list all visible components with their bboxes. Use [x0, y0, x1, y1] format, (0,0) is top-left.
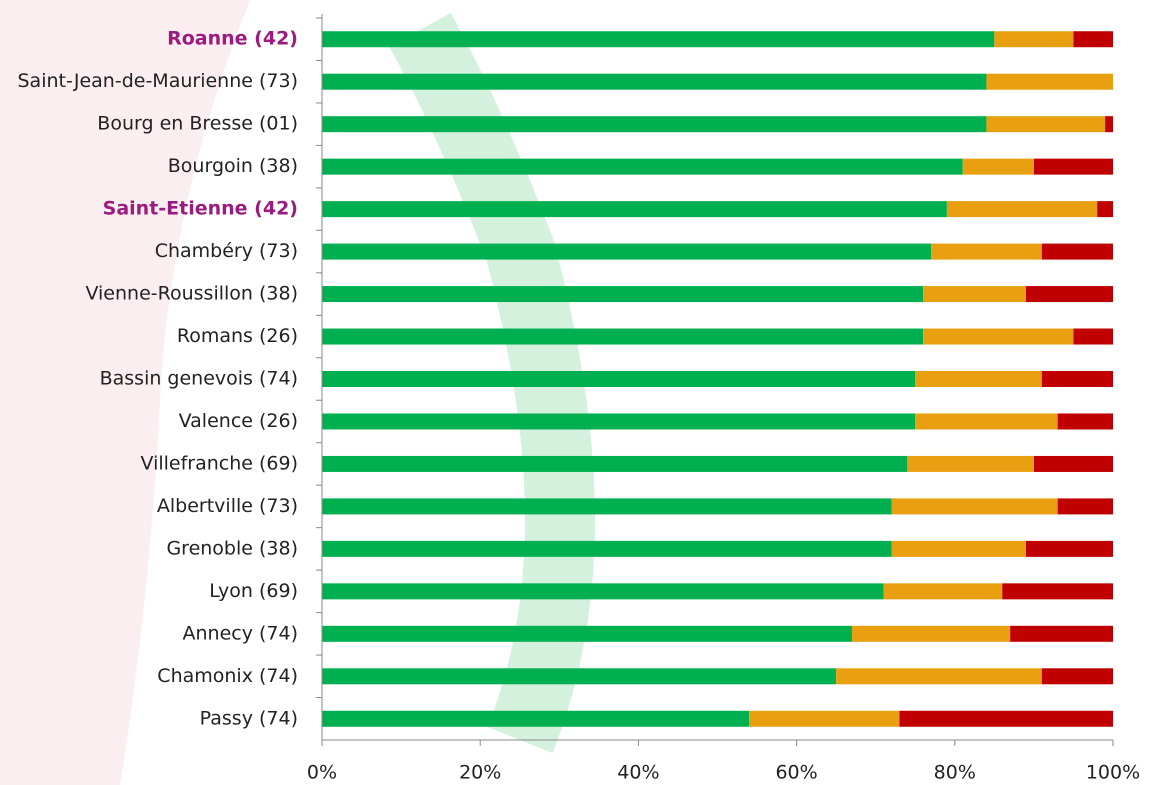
bar-segment	[1105, 116, 1113, 132]
y-tick-label: Vienne-Roussillon (38)	[85, 283, 298, 305]
bar-segment	[1097, 201, 1113, 217]
x-tick-label: 80%	[934, 762, 976, 784]
bar-segment	[1010, 626, 1113, 642]
x-tick-label: 40%	[617, 762, 659, 784]
bar-segment	[931, 244, 1042, 260]
y-tick-label: Bourg en Bresse (01)	[97, 113, 298, 135]
bar-segment	[322, 74, 986, 90]
x-tick-label: 60%	[775, 762, 817, 784]
y-tick-label: Bassin genevois (74)	[100, 368, 298, 390]
y-tick-label: Passy (74)	[200, 707, 298, 729]
x-tick-label: 100%	[1086, 762, 1140, 784]
bar-segment	[322, 286, 923, 302]
bar-segment	[884, 583, 1003, 599]
y-tick-label: Valence (26)	[179, 410, 298, 432]
bar-segment	[322, 201, 947, 217]
bar-segment	[322, 329, 923, 345]
bar-segment	[1034, 456, 1113, 472]
x-tick-label: 20%	[459, 762, 501, 784]
y-tick-label: Villefranche (69)	[140, 452, 298, 474]
bar-segment	[923, 329, 1073, 345]
bar-segment	[907, 456, 1034, 472]
bar-segment	[1073, 329, 1113, 345]
y-tick-label: Annecy (74)	[182, 622, 298, 644]
bar-segment	[1002, 583, 1113, 599]
bar-segment	[963, 159, 1034, 175]
bar-segment	[852, 626, 1010, 642]
y-tick-label: Saint-Jean-de-Maurienne (73)	[17, 70, 298, 92]
bar-segment	[1026, 286, 1113, 302]
bar-segment	[1073, 31, 1113, 47]
bar-segment	[322, 413, 915, 429]
bar-segment	[322, 116, 986, 132]
x-tick-label: 0%	[307, 762, 337, 784]
bar-segment	[1042, 244, 1113, 260]
bar-segment	[322, 371, 915, 387]
y-tick-label: Roanne (42)	[167, 28, 298, 50]
chart: Roanne (42) Saint-Jean-de-Maurienne (73) B…	[0, 0, 1149, 785]
bar-segment	[322, 583, 884, 599]
y-tick-label: Bourgoin (38)	[168, 155, 298, 177]
bar-segment	[322, 498, 892, 514]
bar-segment	[322, 456, 907, 472]
bar-segment	[1058, 413, 1113, 429]
bar-segment	[749, 711, 899, 727]
bar-segment	[1042, 668, 1113, 684]
bar-segment	[1058, 498, 1113, 514]
bar-segment	[986, 116, 1105, 132]
y-tick-label: Chambéry (73)	[155, 240, 298, 262]
bar-segment	[322, 541, 892, 557]
y-tick-label: Lyon (69)	[209, 580, 298, 602]
bar-segment	[915, 413, 1057, 429]
bar-segment	[322, 31, 994, 47]
bar-segment	[322, 159, 963, 175]
bar-segment	[322, 244, 931, 260]
bar-segment	[1026, 541, 1113, 557]
y-tick-label: Grenoble (38)	[166, 537, 298, 559]
bar-segment	[322, 711, 749, 727]
bar-segment	[923, 286, 1026, 302]
bar-segment	[892, 498, 1058, 514]
y-tick-label: Saint-Etienne (42)	[103, 198, 298, 220]
y-tick-label: Chamonix (74)	[157, 665, 298, 687]
bar-segment	[892, 541, 1026, 557]
bar-segment	[899, 711, 1113, 727]
bar-segment	[1034, 159, 1113, 175]
page: Roanne (42) Saint-Jean-de-Maurienne (73) B…	[0, 0, 1149, 785]
bar-segment	[986, 74, 1113, 90]
bar-segment	[994, 31, 1073, 47]
bar-segment	[1042, 371, 1113, 387]
bar-segment	[836, 668, 1042, 684]
bar-segment	[322, 626, 852, 642]
bar-segment	[947, 201, 1097, 217]
y-tick-label: Romans (26)	[177, 325, 298, 347]
bar-segment	[915, 371, 1042, 387]
bar-segment	[322, 668, 836, 684]
y-tick-label: Albertville (73)	[157, 495, 298, 517]
